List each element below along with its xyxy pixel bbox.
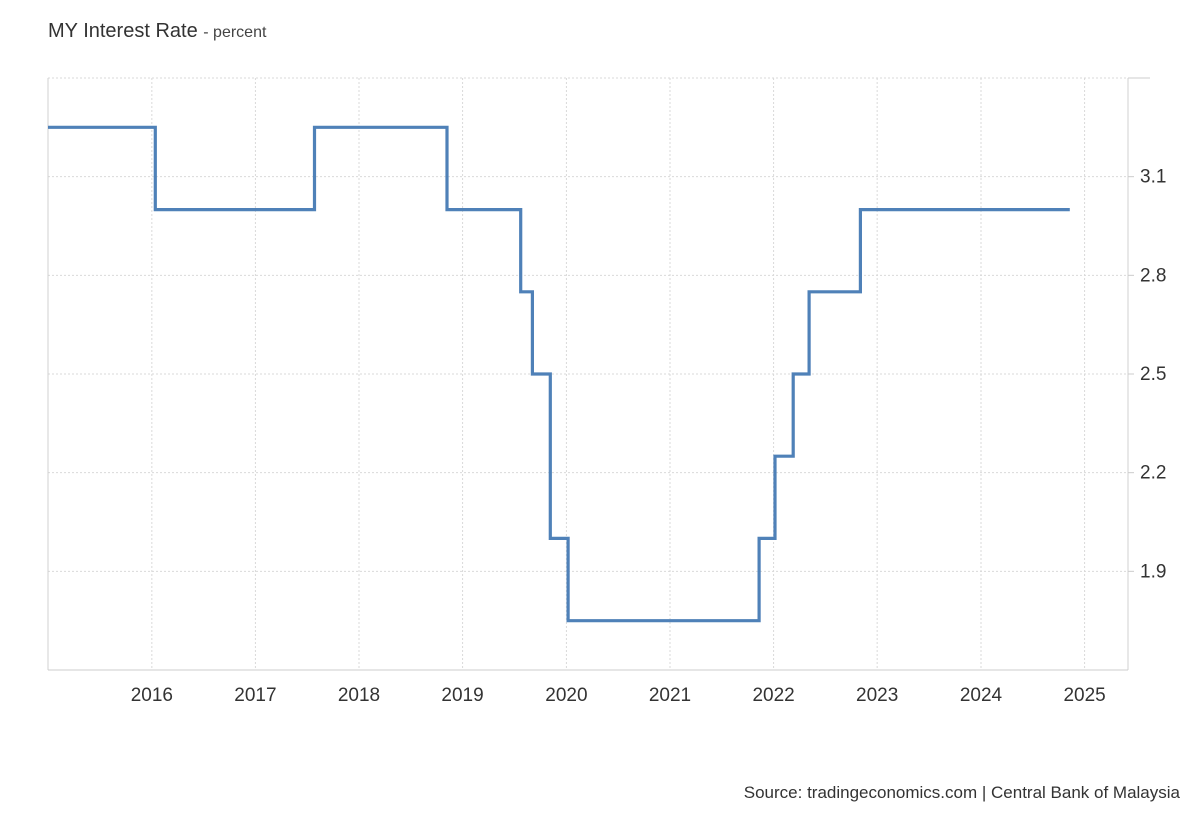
- y-tick-label-3: 2.8: [1140, 265, 1166, 286]
- y-tick-label-2: 2.5: [1140, 364, 1166, 385]
- y-axis-ticks: 1.9 2.2 2.5 2.8 3.1: [1128, 167, 1166, 582]
- x-tick-label-7: 2023: [856, 685, 898, 706]
- chart-series: [48, 125, 1070, 623]
- x-tick-label-6: 2022: [752, 685, 794, 706]
- y-tick-label-0: 1.9: [1140, 561, 1166, 582]
- x-tick-label-5: 2021: [649, 685, 691, 706]
- x-tick-label-8: 2024: [960, 685, 1003, 706]
- chart-title: MY Interest Rate - percent: [48, 20, 266, 43]
- chart-grid: [48, 77, 1150, 670]
- chart-subtitle: - percent: [203, 24, 267, 41]
- interest-rate-line: [48, 125, 1070, 623]
- x-tick-label-2: 2018: [338, 685, 380, 706]
- y-tick-label-4: 3.1: [1140, 167, 1166, 188]
- chart-title-text: MY Interest Rate: [48, 20, 198, 42]
- x-tick-label-0: 2016: [131, 685, 173, 706]
- x-tick-label-3: 2019: [441, 685, 483, 706]
- source-credit: Source: tradingeconomics.com | Central B…: [743, 783, 1180, 802]
- y-tick-label-1: 2.2: [1140, 463, 1166, 484]
- x-tick-label-9: 2025: [1063, 685, 1105, 706]
- x-axis-ticks: 2016 2017 2018 2019 2020 2021 2022 2023 2024 2025: [131, 685, 1106, 706]
- x-tick-label-1: 2017: [234, 685, 276, 706]
- x-tick-label-4: 2020: [545, 685, 587, 706]
